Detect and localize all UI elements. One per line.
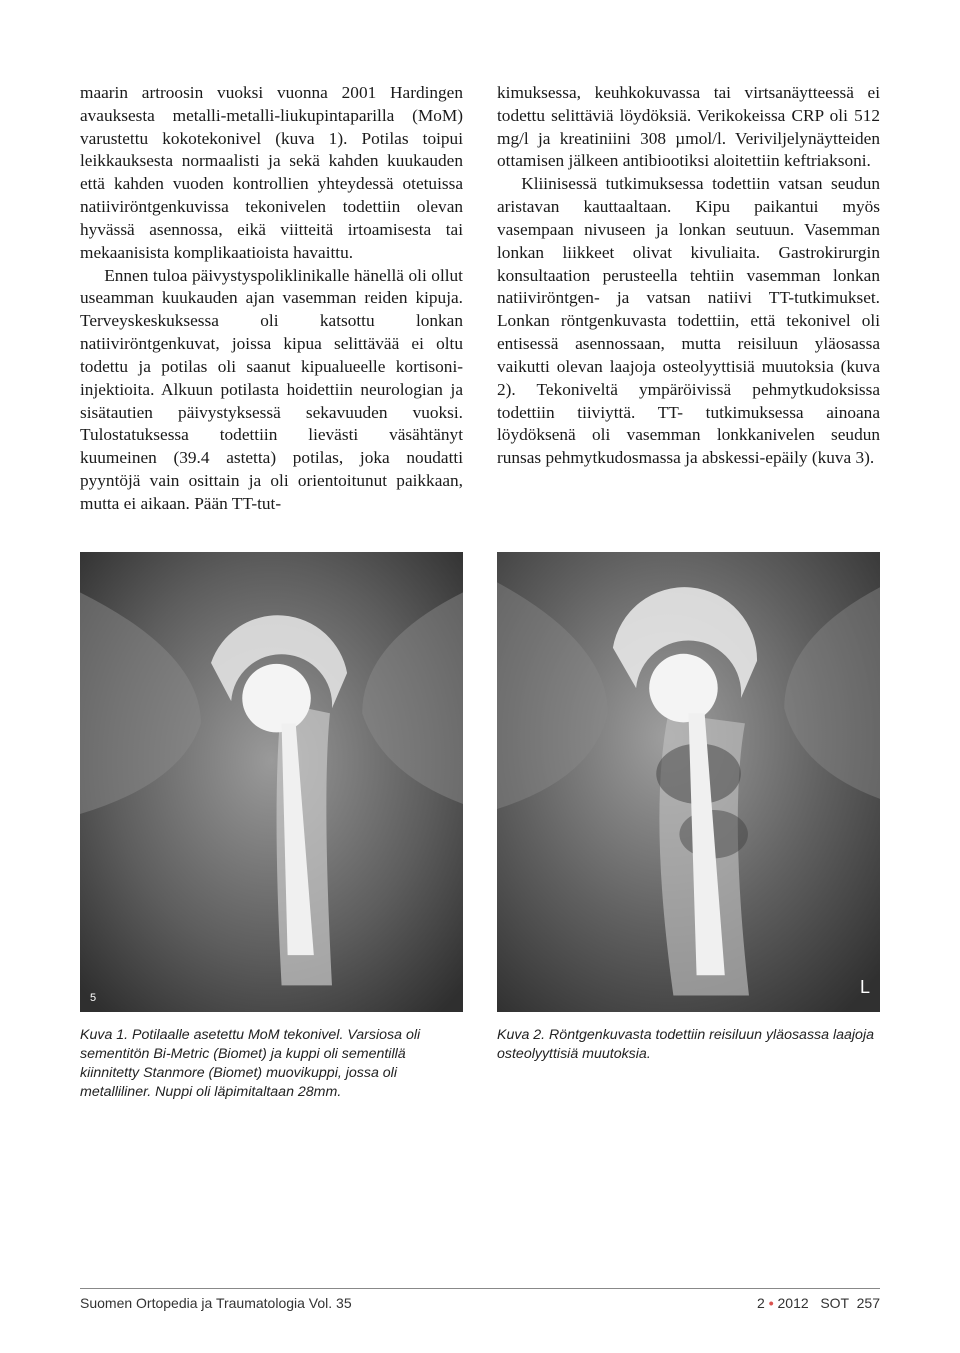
xray-corner-label: 5	[90, 992, 96, 1004]
page: maarin artroosin vuoksi vuonna 2001 Hard…	[0, 0, 960, 1353]
body-paragraph: maarin artroosin vuoksi vuonna 2001 Hard…	[80, 82, 463, 265]
figure-1-caption: Kuva 1. Potilaalle asetettu MoM tekonive…	[80, 1026, 463, 1103]
xray-side-label: L	[860, 977, 870, 998]
figure-2: L Kuva 2. Röntgenkuvasta todettiin reisi…	[497, 552, 880, 1103]
figure-1-image: 5	[80, 552, 463, 1012]
footer-journal: Suomen Ortopedia ja Traumatologia Vol. 3…	[80, 1295, 352, 1311]
text-columns: maarin artroosin vuoksi vuonna 2001 Hard…	[80, 82, 880, 516]
xray-placeholder-icon	[80, 552, 463, 1012]
footer-issue-page: 2 • 2012 SOT 257	[757, 1295, 880, 1311]
figure-2-image: L	[497, 552, 880, 1012]
figure-row: 5 Kuva 1. Potilaalle asetettu MoM tekoni…	[80, 552, 880, 1103]
footer-issue-number: 2	[757, 1295, 765, 1311]
figure-1: 5 Kuva 1. Potilaalle asetettu MoM tekoni…	[80, 552, 463, 1103]
body-paragraph: Ennen tuloa päivystyspoliklinikalle häne…	[80, 265, 463, 516]
xray-placeholder-icon	[497, 552, 880, 1012]
footer-year: 2012	[778, 1295, 809, 1311]
body-paragraph: kimuksessa, keuhkokuvassa tai virtsanäyt…	[497, 82, 880, 173]
footer-page-number: 257	[857, 1295, 880, 1311]
column-right: kimuksessa, keuhkokuvassa tai virtsanäyt…	[497, 82, 880, 516]
bullet-icon: •	[769, 1295, 774, 1311]
body-paragraph: Kliinisessä tutkimuksessa todettiin vats…	[497, 173, 880, 470]
figure-2-caption: Kuva 2. Röntgenkuvasta todettiin reisilu…	[497, 1026, 880, 1064]
footer-journal-abbrev: SOT	[820, 1295, 849, 1311]
column-left: maarin artroosin vuoksi vuonna 2001 Hard…	[80, 82, 463, 516]
page-footer: Suomen Ortopedia ja Traumatologia Vol. 3…	[80, 1288, 880, 1311]
